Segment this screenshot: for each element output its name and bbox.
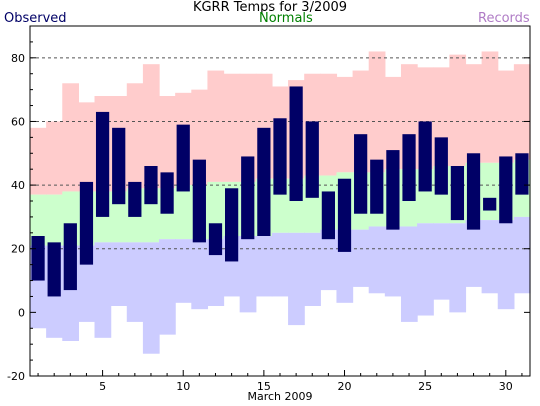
observed-bar-day-7	[128, 181, 142, 217]
record-warm-band-day-31	[513, 64, 531, 160]
record-cold-band-day-26	[433, 223, 450, 300]
observed-bar-day-26	[434, 137, 448, 195]
observed-bar-day-5	[95, 111, 110, 217]
observed-bar-day-27	[450, 166, 465, 221]
observed-bar-day-2	[47, 242, 61, 297]
record-warm-band-day-30	[497, 70, 515, 163]
record-warm-band-day-27	[449, 54, 467, 166]
record-cold-band-day-11	[191, 239, 209, 310]
observed-bar-day-12	[208, 223, 223, 256]
record-warm-band-day-28	[465, 64, 483, 163]
observed-bar-day-15	[257, 127, 271, 236]
record-cold-band-day-29	[481, 220, 499, 294]
y-tick-label-0: 0	[18, 306, 25, 319]
observed-bar-day-9	[160, 172, 174, 214]
record-warm-band-day-3	[62, 83, 79, 192]
x-tick-label-30: 30	[499, 380, 513, 393]
observed-bar-day-8	[144, 166, 158, 205]
record-cold-band-day-6	[110, 242, 128, 306]
normal-band-day-2	[46, 194, 63, 246]
record-cold-band-day-9	[159, 239, 176, 335]
record-cold-band-day-22	[368, 226, 386, 294]
record-warm-band-day-8	[142, 64, 160, 189]
x-axis-label: March 2009	[247, 390, 313, 403]
observed-bar-day-13	[225, 188, 239, 262]
observed-bars	[31, 86, 529, 297]
legend-records: Records	[478, 11, 530, 26]
record-cold-band-day-31	[513, 216, 531, 294]
observed-bar-day-24	[402, 134, 416, 201]
observed-bar-day-17	[289, 86, 303, 201]
record-warm-band-day-4	[78, 102, 96, 192]
record-warm-band-day-2	[46, 121, 63, 195]
record-warm-band-day-22	[368, 51, 386, 173]
x-tick-label-10: 10	[176, 380, 190, 393]
record-warm-band-day-14	[239, 73, 257, 182]
record-cold-band-day-25	[417, 223, 434, 316]
record-cold-band-day-28	[465, 220, 483, 287]
observed-bar-day-3	[63, 223, 77, 291]
record-warm-band-day-23	[384, 76, 402, 170]
y-tick-label--20: -20	[7, 370, 25, 383]
observed-bar-day-4	[79, 181, 94, 265]
observed-bar-day-21	[354, 134, 368, 214]
observed-bar-day-1	[31, 236, 45, 281]
legend-observed: Observed	[4, 11, 67, 26]
record-cold-band-day-8	[142, 242, 160, 354]
record-cold-band-day-17	[288, 232, 305, 326]
x-tick-label-5: 5	[99, 380, 106, 393]
x-tick-label-15: 15	[257, 380, 271, 393]
observed-bar-day-28	[466, 153, 481, 230]
normal-band-day-29	[481, 162, 499, 221]
x-tick-label-25: 25	[418, 380, 432, 393]
observed-bar-day-14	[241, 156, 255, 240]
normal-band-day-1	[30, 194, 47, 246]
record-cold-band-day-23	[384, 226, 402, 297]
record-cold-band-day-7	[126, 242, 144, 322]
y-tick-label-40: 40	[11, 179, 25, 192]
observed-bar-day-29	[483, 197, 497, 211]
record-cold-band-day-14	[239, 236, 257, 313]
observed-bar-day-11	[192, 159, 206, 243]
record-warm-band-day-12	[207, 70, 225, 182]
observed-bar-day-31	[515, 153, 529, 195]
record-cold-band-day-10	[175, 239, 192, 303]
y-tick-label-80: 80	[11, 52, 25, 65]
record-cold-band-day-27	[449, 223, 467, 313]
record-cold-band-day-19	[320, 229, 338, 291]
observed-bar-day-20	[337, 178, 352, 252]
record-cold-band-day-15	[255, 236, 273, 297]
observed-bar-day-25	[418, 121, 432, 192]
record-warm-band-day-20	[336, 76, 354, 173]
record-warm-band-day-19	[320, 73, 338, 176]
observed-bar-day-18	[305, 121, 319, 198]
observed-bar-day-10	[176, 124, 190, 192]
record-cold-band-day-16	[271, 232, 289, 297]
y-tick-label-60: 60	[11, 115, 25, 128]
observed-bar-day-22	[370, 159, 384, 214]
record-warm-band-day-9	[159, 96, 176, 189]
record-warm-band-day-1	[30, 127, 47, 195]
record-cold-band-day-18	[304, 232, 321, 306]
observed-bar-day-16	[273, 118, 287, 195]
observed-bar-day-30	[499, 156, 513, 224]
observed-bar-day-19	[321, 191, 335, 240]
record-cold-band-day-24	[400, 226, 418, 322]
record-warm-band-day-7	[126, 83, 144, 189]
y-tick-label-20: 20	[11, 243, 25, 256]
record-warm-band-day-13	[223, 73, 241, 182]
axis-ticks: -20 0 20 40 60 80 5 10 15 20 25 30	[7, 25, 530, 393]
record-warm-band-day-29	[481, 51, 499, 163]
x-tick-label-20: 20	[338, 380, 352, 393]
record-cold-band-day-5	[94, 242, 112, 338]
normal-band-day-10	[175, 185, 192, 240]
observed-bar-day-23	[386, 150, 400, 230]
record-cold-band-day-21	[352, 229, 370, 287]
chart-title: KGRR Temps for 3/2009	[192, 0, 348, 15]
record-cold-band-day-12	[207, 239, 225, 306]
record-cold-band-day-30	[497, 220, 515, 310]
legend-normals: Normals	[259, 11, 313, 26]
observed-bar-day-6	[112, 127, 126, 205]
